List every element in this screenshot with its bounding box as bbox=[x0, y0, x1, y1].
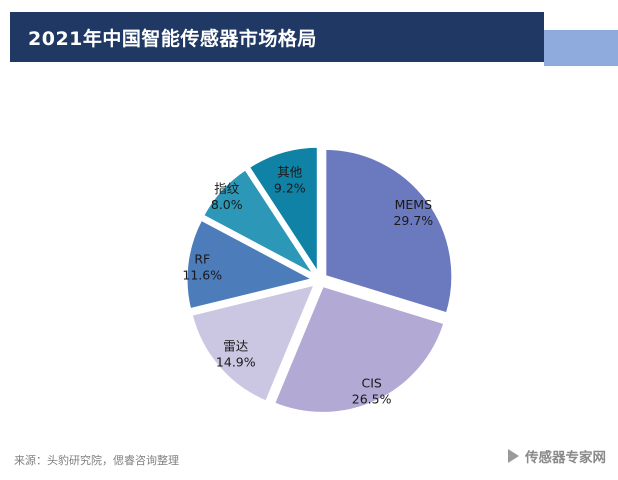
chart-title: 2021年中国智能传感器市场格局 bbox=[28, 27, 317, 50]
watermark-text: 传感器专家网 bbox=[525, 450, 606, 466]
pie-slice-3 bbox=[184, 217, 316, 312]
title-banner-accent-bar bbox=[544, 30, 618, 66]
pie-slice-label-3: RF 11.6% bbox=[182, 251, 222, 282]
pie-slice-4 bbox=[201, 167, 318, 278]
pie-slice-1 bbox=[272, 283, 447, 415]
source-note: 来源：头豹研究院，偲睿咨询整理 bbox=[14, 454, 179, 467]
pie-slice-label-4: 指纹 8.0% bbox=[211, 181, 243, 212]
pie-slice-label-0: MEMS 29.7% bbox=[393, 197, 433, 228]
watermark: 传感器专家网 bbox=[508, 446, 606, 466]
watermark-logo-icon bbox=[508, 449, 519, 463]
pie-slice-2 bbox=[189, 282, 317, 404]
pie-slice-label-2: 雷达 14.9% bbox=[216, 338, 256, 369]
title-banner: 2021年中国智能传感器市场格局 bbox=[10, 12, 544, 62]
pie-slice-0 bbox=[323, 146, 455, 316]
pie-slice-5 bbox=[246, 144, 320, 276]
pie-slice-label-1: CIS 26.5% bbox=[352, 376, 392, 407]
pie-slice-label-5: 其他 9.2% bbox=[274, 165, 306, 196]
